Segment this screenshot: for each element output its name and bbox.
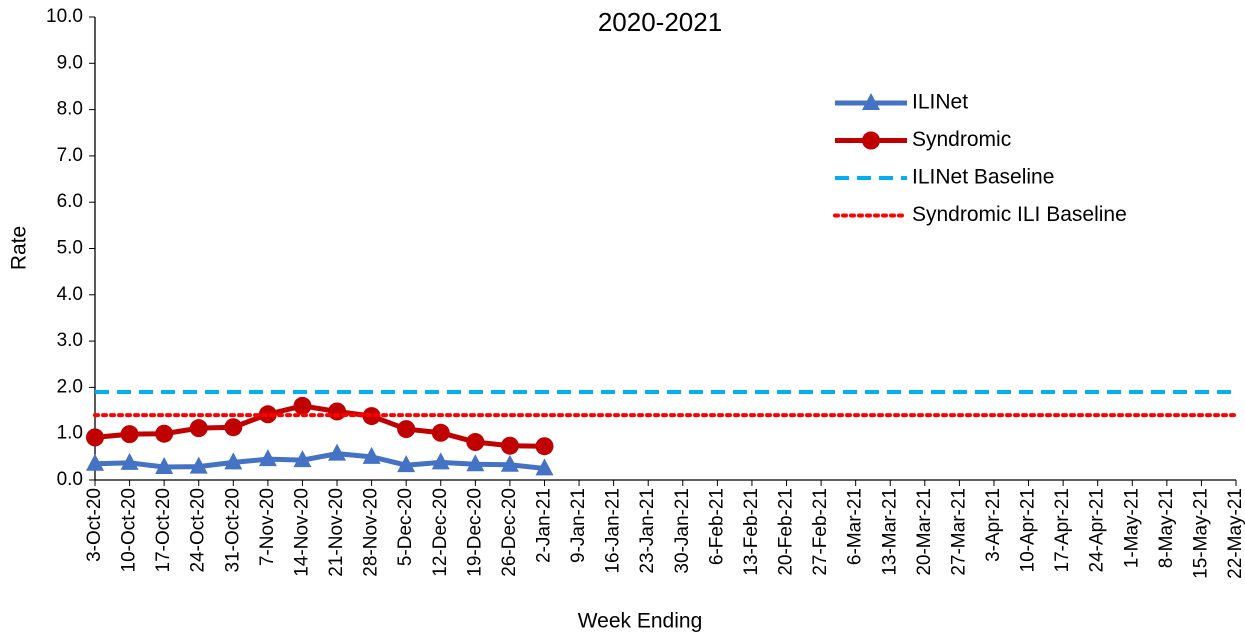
y-tick-label: 8.0 — [57, 99, 83, 120]
x-tick-label: 24-Oct-20 — [188, 488, 209, 572]
y-tick-label: 4.0 — [57, 284, 83, 305]
x-tick-label: 19-Dec-20 — [464, 488, 485, 577]
x-tick-label: 6-Mar-21 — [845, 488, 866, 565]
marker — [293, 450, 312, 468]
x-tick-label: 8-May-21 — [1156, 488, 1177, 568]
marker — [431, 452, 450, 470]
marker — [431, 423, 450, 442]
legend-label: ILINet — [912, 91, 968, 114]
marker — [466, 454, 485, 472]
marker — [155, 424, 174, 443]
x-tick-label: 20-Feb-21 — [776, 488, 797, 576]
x-tick-label: 17-Apr-21 — [1052, 488, 1073, 573]
marker — [224, 418, 243, 437]
x-tick-label: 14-Nov-20 — [291, 488, 312, 577]
marker — [258, 449, 277, 467]
x-tick-label: 20-Mar-21 — [914, 488, 935, 576]
marker — [535, 437, 554, 456]
marker — [86, 453, 104, 471]
marker — [397, 420, 416, 439]
x-tick-label: 23-Jan-21 — [637, 488, 658, 574]
legend-marker — [862, 93, 880, 110]
x-tick-label: 9-Jan-21 — [568, 488, 589, 563]
legend-label: Syndromic ILI Baseline — [912, 203, 1127, 226]
x-tick-label: 30-Jan-21 — [672, 488, 693, 574]
x-tick-label: 5-Dec-20 — [395, 488, 416, 566]
y-axis-label: Rate — [8, 226, 31, 270]
marker — [328, 443, 347, 461]
marker — [155, 457, 174, 475]
x-tick-label: 26-Dec-20 — [499, 488, 520, 577]
x-tick-label: 3-Oct-20 — [84, 488, 105, 562]
marker — [500, 436, 519, 455]
marker — [189, 456, 208, 474]
x-tick-label: 10-Oct-20 — [119, 488, 140, 572]
x-tick-label: 12-Dec-20 — [430, 488, 451, 577]
marker — [224, 452, 243, 470]
y-tick-label: 5.0 — [57, 238, 83, 259]
x-tick-label: 27-Feb-21 — [810, 488, 831, 576]
x-tick-label: 21-Nov-20 — [326, 488, 347, 577]
legend-label: Syndromic — [912, 128, 1011, 151]
x-tick-label: 10-Apr-21 — [1018, 488, 1039, 573]
marker — [120, 425, 139, 444]
y-tick-label: 0.0 — [57, 469, 83, 490]
chart-title: 2020-2021 — [598, 7, 722, 37]
x-tick-label: 24-Apr-21 — [1087, 488, 1108, 573]
x-tick-label: 17-Oct-20 — [153, 488, 174, 572]
x-tick-label: 22-May-21 — [1225, 488, 1245, 579]
x-tick-label: 15-May-21 — [1190, 488, 1211, 579]
marker — [293, 396, 312, 415]
x-tick-label: 1-May-21 — [1121, 488, 1142, 568]
y-tick-label: 7.0 — [57, 145, 83, 166]
y-tick-label: 9.0 — [57, 52, 83, 73]
marker — [120, 452, 139, 470]
x-tick-label: 13-Mar-21 — [879, 488, 900, 576]
legend-label: ILINet Baseline — [912, 166, 1054, 189]
x-tick-label: 16-Jan-21 — [603, 488, 624, 574]
marker — [466, 433, 485, 452]
y-tick-label: 1.0 — [57, 423, 83, 444]
x-tick-label: 27-Mar-21 — [948, 488, 969, 576]
y-tick-label: 6.0 — [57, 191, 83, 212]
marker — [258, 405, 277, 424]
y-tick-label: 3.0 — [57, 330, 83, 351]
x-tick-label: 31-Oct-20 — [222, 488, 243, 572]
y-tick-label: 10.0 — [46, 6, 83, 27]
marker — [86, 428, 104, 447]
x-tick-label: 13-Feb-21 — [741, 488, 762, 576]
marker — [500, 454, 519, 472]
legend-marker — [862, 131, 880, 150]
x-tick-label: 28-Nov-20 — [361, 488, 382, 577]
marker — [362, 446, 381, 464]
x-axis-label: Week Ending — [578, 610, 703, 632]
x-tick-label: 2-Jan-21 — [534, 488, 555, 563]
marker — [397, 455, 416, 473]
y-tick-label: 2.0 — [57, 376, 83, 397]
x-tick-label: 3-Apr-21 — [983, 488, 1004, 562]
x-tick-label: 6-Feb-21 — [706, 488, 727, 565]
marker — [328, 402, 347, 421]
x-tick-label: 7-Nov-20 — [257, 488, 278, 566]
marker — [535, 458, 554, 476]
marker — [189, 419, 208, 438]
series-line — [94, 451, 545, 471]
